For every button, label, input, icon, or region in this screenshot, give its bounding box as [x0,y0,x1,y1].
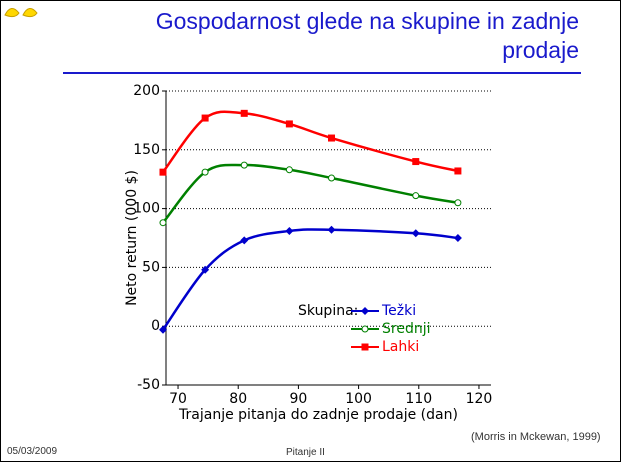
legend-marker [361,325,369,333]
marker [411,229,420,238]
y-tick-label: 50 [142,259,160,275]
x-tick-label: 90 [289,391,307,407]
y-tick-label: 0 [151,318,160,334]
x-tick-label: 80 [229,391,247,407]
marker [240,161,248,169]
legend-marker [361,307,369,315]
marker [328,134,336,142]
footer-center: Pitanje II [286,447,325,458]
x-tick-label: 100 [345,391,372,407]
y-tick-label: -50 [137,377,160,393]
marker [201,265,210,274]
x-tick-label: 70 [169,391,187,407]
marker [201,114,209,122]
y-tick-label: 150 [133,142,160,158]
marker [285,226,294,235]
marker [285,120,293,128]
marker [240,236,249,245]
marker [453,234,462,242]
y-axis-label: Neto return (000 $) [124,170,140,306]
y-tick-label: 200 [133,83,160,99]
marker [454,199,462,207]
marker [454,167,462,175]
x-tick-label: 120 [466,391,493,407]
marker [240,109,248,117]
marker [327,225,336,234]
logo-icon [4,8,38,18]
x-tick-label: 110 [405,391,432,407]
marker [159,219,167,227]
y-tick-label: 100 [133,201,160,217]
marker [285,166,293,174]
legend-marker [361,343,369,351]
marker [158,325,167,334]
marker [412,192,420,200]
footer-source: (Morris in Mckewan, 1999) [471,431,601,443]
marker [159,168,167,176]
slide-title: Gospodarnost glede na skupine in zadnje … [155,8,579,63]
legend-title: Skupina: [298,303,358,319]
legend-label: Srednji [382,321,431,337]
footer-date: 05/03/2009 [7,446,58,457]
marker [201,168,209,176]
x-axis-label: Trajanje pitanja do zadnje prodaje (dan) [178,407,458,423]
marker [412,158,420,166]
marker [328,174,336,182]
legend-label: Težki [381,303,416,319]
legend-label: Lahki [382,339,419,355]
